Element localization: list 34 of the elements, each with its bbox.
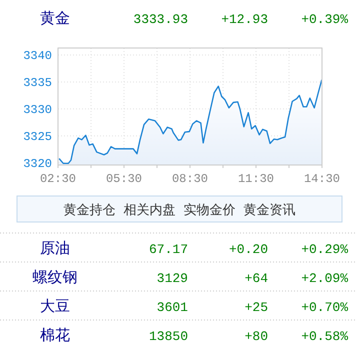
text: +0.20: [228, 242, 268, 257]
x-tick-label: 02:30: [40, 172, 76, 186]
text: +12.93: [221, 12, 268, 27]
text: 3129: [156, 271, 188, 286]
text: 黄金资讯: [244, 203, 296, 218]
text: +0.39%: [301, 12, 348, 27]
text: +0.29%: [301, 242, 348, 257]
text: 相关内盘: [124, 203, 176, 218]
text: +0.58%: [301, 329, 348, 344]
category-label: 原油: [40, 239, 70, 257]
text: +2.09%: [301, 271, 348, 286]
text: +25: [244, 300, 268, 315]
text: +80: [244, 329, 268, 344]
category-label: 螺纹钢: [32, 268, 78, 286]
x-tick-label: 05:30: [106, 172, 142, 186]
y-tick-label: 3340: [23, 49, 52, 64]
y-tick-label: 3320: [23, 156, 52, 171]
text: 3601: [156, 300, 188, 315]
text: 3333.93: [133, 12, 188, 27]
text: +0.70%: [301, 300, 348, 315]
y-tick-label: 3335: [23, 76, 52, 90]
y-tick-label: 3330: [23, 102, 52, 117]
text: 实物金价: [184, 203, 236, 218]
y-tick-label: 3325: [23, 130, 52, 144]
category-label: 大豆: [40, 297, 70, 315]
chart-title: 黄金: [40, 9, 70, 27]
x-tick-label: 14:30: [304, 172, 340, 186]
text: +64: [244, 271, 268, 286]
x-tick-label: 11:30: [238, 172, 274, 186]
x-tick-label: 08:30: [172, 172, 208, 186]
text: 67.17: [148, 242, 188, 257]
category-label: 棉花: [40, 326, 70, 344]
text: 13850: [148, 329, 188, 344]
text: 黄金持仓: [64, 203, 116, 218]
